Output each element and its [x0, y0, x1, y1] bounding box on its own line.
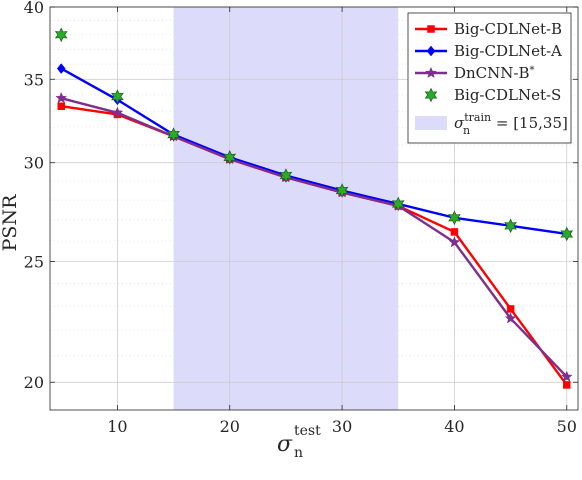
data-point [279, 168, 293, 183]
shaded-region-layer [173, 7, 399, 410]
series-line [60, 67, 567, 236]
legend-label-subscript: n [463, 124, 470, 137]
legend-marker [424, 87, 438, 103]
x-axis-label-subscript: n [294, 445, 303, 461]
legend-entry-train-range: σtrain = [15,35]n [415, 111, 568, 137]
series-line [60, 97, 568, 378]
legend-entry: Big-CDLNet-S [424, 86, 561, 104]
data-point [448, 236, 461, 248]
legend-label: Big-CDLNet-B [454, 20, 562, 38]
data-point [54, 27, 68, 43]
data-point [563, 381, 571, 389]
data-point [167, 127, 180, 142]
x-tick-label: 40 [444, 417, 464, 436]
x-axis-label: σ test n [277, 423, 321, 461]
data-point [506, 305, 515, 313]
tick-layer: 10 20 30 40 50 20 25 30 35 40 [24, 0, 578, 436]
legend-entry: Big-CDLNet-A [415, 42, 562, 60]
legend-label: σtrain = [15,35] [454, 111, 568, 132]
x-tick-label: 50 [557, 417, 577, 436]
data-point [223, 150, 237, 165]
legend-label: Big-CDLNet-S [454, 86, 561, 104]
legend-marker [425, 66, 437, 78]
legend-entry: DnCNN-B* [415, 64, 535, 82]
y-tick-label: 35 [24, 70, 44, 89]
series-layer [54, 27, 574, 389]
y-tick-label: 20 [24, 373, 44, 392]
data-point [111, 106, 124, 118]
x-axis-label-superscript: test [294, 423, 321, 439]
legend: Big-CDLNet-B Big-CDLNet-A DnCNN-B* Big-CDLN… [407, 12, 572, 144]
train-range-shade [173, 7, 399, 410]
data-point [56, 63, 66, 74]
data-point [450, 228, 459, 236]
legend-label: Big-CDLNet-A [454, 42, 562, 60]
legend-marker [427, 25, 435, 33]
data-point [560, 226, 574, 242]
axes-box [49, 6, 579, 411]
y-axis-label: PSNR [0, 194, 21, 251]
x-tick-label: 20 [220, 417, 240, 436]
x-tick-label: 10 [107, 417, 127, 436]
legend-entry: Big-CDLNet-B [415, 20, 562, 38]
data-point [504, 312, 517, 324]
legend-marker [426, 45, 436, 57]
legend-entries: Big-CDLNet-B Big-CDLNet-A DnCNN-B* Big-CDLN… [415, 20, 568, 137]
legend-label: DnCNN-B* [454, 64, 535, 82]
y-tick-label: 40 [24, 0, 44, 17]
data-point [504, 218, 517, 234]
x-tick-label: 30 [332, 417, 352, 436]
data-point [111, 89, 124, 104]
data-point [560, 370, 573, 382]
legend-shade-swatch [415, 116, 447, 130]
data-point [391, 196, 405, 212]
data-point [57, 102, 65, 110]
data-point [55, 91, 68, 104]
data-point [448, 210, 461, 226]
y-tick-label: 25 [24, 252, 44, 271]
series-big-cdlnet-s [54, 27, 574, 242]
y-tick-label: 30 [24, 154, 44, 173]
data-point [335, 183, 349, 198]
x-axis-label-symbol: σ [277, 432, 293, 457]
